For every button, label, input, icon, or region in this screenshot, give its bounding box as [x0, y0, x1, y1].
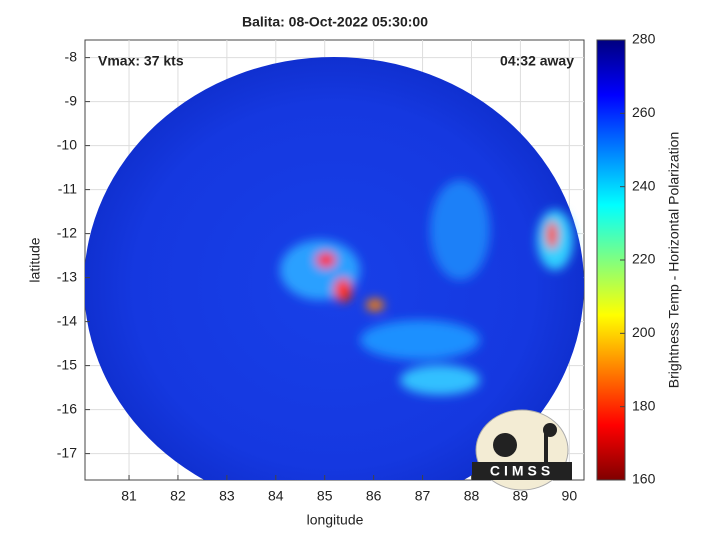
y-tick-label: -11: [58, 180, 77, 196]
y-tick-label: -15: [57, 356, 77, 372]
logo-text: CIMSS: [490, 463, 554, 479]
x-tick-label: 85: [317, 488, 333, 504]
x-tick-label: 89: [513, 488, 529, 504]
x-tick-label: 82: [170, 488, 186, 504]
y-tick-label: -12: [57, 224, 77, 240]
colorbar-tick-label: 180: [632, 397, 656, 413]
x-tick-label: 86: [366, 488, 382, 504]
x-tick-label: 84: [268, 488, 284, 504]
chart-title: Balita: 08-Oct-2022 05:30:00: [242, 14, 428, 30]
x-tick-label: 88: [464, 488, 480, 504]
y-tick-label: -16: [57, 400, 77, 416]
colorbar-tick-label: 240: [632, 177, 656, 193]
y-axis-label: latitude: [27, 237, 43, 282]
image: [85, 57, 584, 480]
x-tick-label: 90: [562, 488, 578, 504]
x-tick-label: 81: [121, 488, 137, 504]
colorbar-tick-label: 160: [632, 471, 656, 487]
y-tick-label: -9: [65, 92, 78, 108]
y-tick-label: -13: [57, 268, 77, 284]
x-tick-label: 87: [415, 488, 431, 504]
logo: CIMSS: [472, 409, 572, 491]
y-tick-label: -10: [57, 136, 77, 152]
colorbar-tick-label: 200: [632, 324, 656, 340]
colorbar-label: Brightness Temp - Horizontal Polarizatio…: [666, 132, 682, 389]
annotation: 04:32 away: [500, 53, 574, 69]
y-tick-label: -14: [57, 312, 77, 328]
colorbar-tick-label: 260: [632, 104, 656, 120]
colorbar-tick-label: 220: [632, 251, 656, 267]
y-tick-label: -17: [57, 444, 77, 460]
y-tick-label: -8: [65, 48, 78, 64]
colorbar-tick-label: 280: [632, 31, 656, 47]
x-tick-label: 83: [219, 488, 235, 504]
annotation: Vmax: 37 kts: [98, 53, 184, 69]
x-axis-label: longitude: [307, 512, 364, 528]
